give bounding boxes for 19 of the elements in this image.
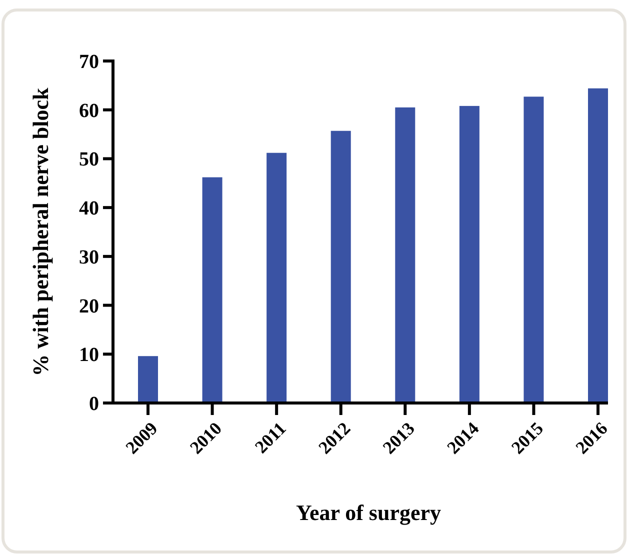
y-axis-title: % with peripheral nerve block [28,87,53,376]
y-tick-label: 30 [79,246,99,268]
bar [202,177,222,403]
bar [266,152,287,403]
y-tick-label: 70 [79,51,99,73]
y-tick-label: 10 [79,344,99,366]
y-tick-label: 20 [79,295,99,318]
y-tick-label: 60 [79,100,99,122]
bar [330,130,351,403]
bar [138,356,158,403]
y-tick-label: 50 [79,148,99,171]
y-tick-label: 0 [89,393,99,415]
x-axis-title: Year of surgery [296,500,441,525]
bar [588,88,608,403]
bar [459,106,480,403]
bar [395,107,416,403]
y-tick-label: 40 [79,198,99,220]
bar [524,96,544,403]
x-tick-label: 2011 [250,418,290,458]
